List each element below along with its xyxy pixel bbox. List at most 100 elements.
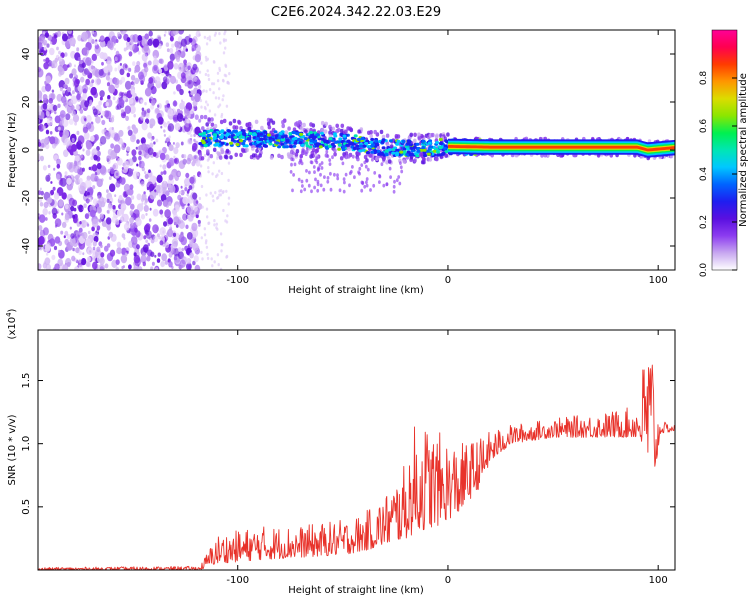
band-core-blob xyxy=(219,135,224,139)
band-core-blob xyxy=(275,141,280,145)
band-speckle xyxy=(294,152,299,157)
band-speckle xyxy=(369,133,374,139)
noise-speckle xyxy=(84,213,90,220)
band-speckle xyxy=(247,121,252,127)
band-speckle xyxy=(266,121,271,127)
band-core-blob xyxy=(436,153,440,157)
noise-speckle xyxy=(177,171,181,176)
noise-speckle xyxy=(113,47,116,51)
noise-speckle xyxy=(205,100,208,104)
noise-speckle xyxy=(39,229,46,238)
band-speckle xyxy=(402,159,407,164)
band-core-blob xyxy=(209,128,214,133)
band-core-blob xyxy=(244,144,249,148)
noise-speckle xyxy=(96,246,101,253)
noise-speckle xyxy=(120,177,126,185)
band-speckle xyxy=(255,148,259,153)
noise-speckle xyxy=(138,155,142,161)
noise-speckle xyxy=(191,160,196,167)
band-speckle xyxy=(372,183,376,188)
band-core-blob xyxy=(395,148,400,152)
band-core-blob xyxy=(361,148,366,152)
band-core-blob xyxy=(384,153,389,157)
band-core-blob xyxy=(219,130,224,134)
noise-speckle xyxy=(128,51,133,57)
band-core-blob xyxy=(388,139,393,143)
band-core-blob xyxy=(298,141,303,145)
band-speckle xyxy=(349,169,353,174)
band-core-blob xyxy=(352,146,357,151)
noise-speckle xyxy=(143,154,147,158)
noise-speckle xyxy=(139,74,146,83)
noise-speckle xyxy=(210,257,213,261)
noise-speckle xyxy=(51,254,56,261)
noise-speckle xyxy=(171,43,175,48)
noise-speckle xyxy=(224,30,227,34)
noise-speckle xyxy=(176,113,184,122)
noise-speckle xyxy=(113,144,121,154)
noise-speckle xyxy=(144,66,149,73)
noise-speckle xyxy=(38,42,43,50)
noise-speckle xyxy=(50,189,55,196)
band-core-blob xyxy=(406,150,411,154)
noise-speckle xyxy=(160,171,164,176)
band-speckle xyxy=(291,157,295,162)
noise-speckle xyxy=(167,61,174,70)
noise-speckle xyxy=(61,221,67,228)
band-core-blob xyxy=(293,136,298,140)
noise-speckle xyxy=(215,174,218,179)
noise-speckle xyxy=(157,104,160,108)
band-speckle xyxy=(320,120,325,126)
noise-speckle xyxy=(123,47,127,52)
noise-speckle xyxy=(78,258,82,264)
noise-speckle xyxy=(190,134,193,138)
noise-speckle xyxy=(38,125,42,130)
noise-speckle xyxy=(188,185,193,191)
noise-speckle xyxy=(69,37,76,47)
noise-speckle xyxy=(63,149,69,158)
colorbar-ticks: 0.0 0.2 0.4 0.6 0.8 xyxy=(699,71,737,277)
noise-speckle xyxy=(165,42,170,47)
noise-speckle xyxy=(144,201,147,206)
band-core-blob xyxy=(353,134,358,138)
noise-speckle xyxy=(156,199,163,207)
noise-speckle xyxy=(212,91,215,95)
noise-speckle xyxy=(227,161,231,165)
noise-speckle xyxy=(205,239,208,243)
noise-speckle xyxy=(167,228,174,238)
noise-speckle xyxy=(58,179,64,186)
noise-speckle xyxy=(44,137,50,144)
noise-speckle xyxy=(48,211,51,215)
band-core-blob xyxy=(203,144,208,148)
noise-speckle xyxy=(93,31,98,38)
noise-speckle xyxy=(64,175,67,179)
noise-speckle xyxy=(67,64,70,68)
band-core-blob xyxy=(425,149,430,153)
band-speckle xyxy=(383,155,386,160)
noise-speckle xyxy=(126,72,130,78)
noise-speckle xyxy=(75,247,80,254)
band-core-blob xyxy=(387,148,392,152)
noise-speckle xyxy=(141,122,148,131)
noise-speckle xyxy=(186,79,194,89)
band-speckle xyxy=(304,129,308,134)
noise-speckle xyxy=(45,111,50,117)
noise-speckle xyxy=(94,77,101,86)
noise-speckle xyxy=(104,263,109,269)
noise-speckle xyxy=(90,209,96,218)
noise-speckle xyxy=(106,210,110,214)
noise-speckle xyxy=(177,62,185,72)
noise-speckle xyxy=(122,111,126,117)
noise-speckle xyxy=(189,241,194,248)
band-speckle xyxy=(307,183,311,188)
noise-speckle xyxy=(192,142,198,151)
band-speckle xyxy=(304,152,308,157)
noise-speckle xyxy=(168,261,173,268)
band-speckle xyxy=(297,177,301,182)
noise-speckle xyxy=(54,263,60,270)
band-speckle xyxy=(320,161,324,165)
noise-speckle xyxy=(223,73,227,77)
band-core-blob xyxy=(248,131,253,136)
noise-speckle xyxy=(53,245,58,251)
band-layer xyxy=(448,145,675,152)
